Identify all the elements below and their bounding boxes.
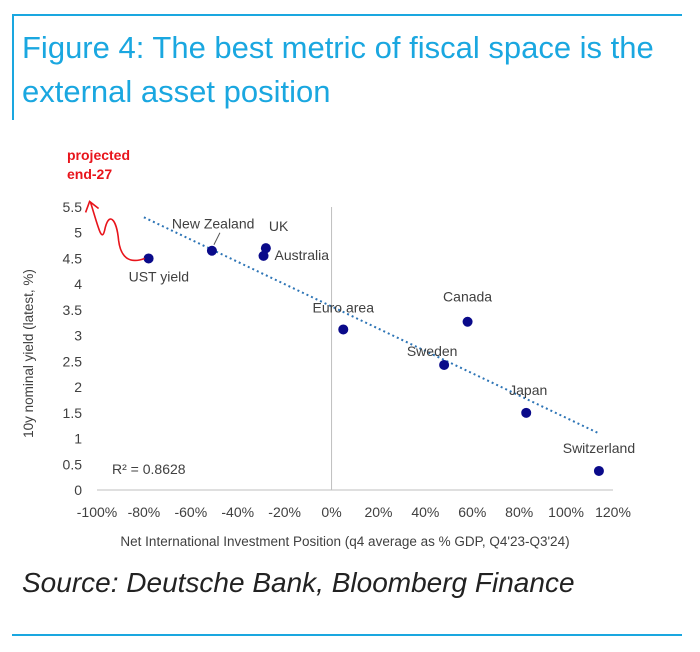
y-tick-label: 1.5 bbox=[63, 405, 83, 421]
y-tick-label: 4.5 bbox=[63, 250, 83, 266]
data-point bbox=[338, 324, 349, 335]
annotations: R² = 0.8628 projected end-27 bbox=[67, 147, 186, 477]
x-tick-label: -40% bbox=[221, 504, 254, 520]
chart-axes: 0 0.5 1 1.5 2 2.5 3 3.5 4 4.5 5 5.5 -100% -80% -60% -40… bbox=[21, 199, 631, 549]
point-label: UST yield bbox=[129, 268, 189, 284]
y-tick-label: 2 bbox=[74, 379, 82, 395]
y-tick-label: 3 bbox=[74, 328, 82, 344]
projection-label-line: end-27 bbox=[67, 166, 112, 182]
point-label: Australia bbox=[275, 247, 330, 263]
y-tick-label: 3.5 bbox=[63, 302, 83, 318]
y-tick-label: 5.5 bbox=[63, 199, 83, 215]
x-tick-label: -80% bbox=[128, 504, 161, 520]
data-point bbox=[206, 245, 217, 256]
data-point bbox=[260, 243, 271, 254]
y-tick-label: 5 bbox=[74, 225, 82, 241]
point-label: Switzerland bbox=[563, 440, 635, 456]
point-label: Sweden bbox=[407, 343, 458, 359]
projection-label: projected end-27 bbox=[67, 147, 130, 182]
x-tick-label: 0% bbox=[321, 504, 341, 520]
y-tick-label: 4 bbox=[74, 276, 82, 292]
projection-arrowhead bbox=[84, 200, 100, 213]
data-point bbox=[143, 253, 154, 264]
y-tick-label: 0.5 bbox=[63, 456, 83, 472]
x-tick-label: -60% bbox=[174, 504, 207, 520]
frame-left-rule bbox=[12, 14, 14, 120]
x-tick-label: 20% bbox=[364, 504, 392, 520]
y-tick-label: 1 bbox=[74, 431, 82, 447]
y-tick-label: 0 bbox=[74, 482, 82, 498]
data-points bbox=[143, 243, 604, 476]
y-axis-title: 10y nominal yield (latest, %) bbox=[21, 269, 36, 438]
point-label: Canada bbox=[443, 289, 492, 305]
point-label: Japan bbox=[509, 382, 547, 398]
figure-source: Source: Deutsche Bank, Bloomberg Finance bbox=[22, 567, 575, 598]
x-tick-label: 120% bbox=[595, 504, 631, 520]
x-tick-label: -100% bbox=[77, 504, 117, 520]
figure-title: Figure 4: The best metric of fiscal spac… bbox=[22, 30, 654, 109]
x-tick-label: -20% bbox=[268, 504, 301, 520]
projection-label-line: projected bbox=[67, 147, 130, 163]
point-label: Euro area bbox=[313, 299, 375, 315]
data-point bbox=[521, 407, 532, 418]
data-point bbox=[439, 359, 450, 370]
y-tick-label: 2.5 bbox=[63, 353, 83, 369]
frame-bottom-rule bbox=[12, 634, 682, 636]
trendline-group bbox=[143, 216, 600, 435]
scatter-chart: 0 0.5 1 1.5 2 2.5 3 3.5 4 4.5 5 5.5 -100% -80% -60% -40… bbox=[21, 147, 636, 549]
data-point bbox=[462, 316, 473, 327]
x-tick-label: 40% bbox=[411, 504, 439, 520]
point-labels: UST yield New Zealand UK Australia Euro area… bbox=[129, 216, 636, 456]
r-squared-label: R² = 0.8628 bbox=[112, 461, 186, 477]
x-tick-label: 80% bbox=[505, 504, 533, 520]
x-tick-label: 60% bbox=[458, 504, 486, 520]
data-point bbox=[258, 250, 269, 261]
projection-squiggle bbox=[89, 202, 145, 262]
point-label: UK bbox=[269, 218, 289, 234]
label-leader-line bbox=[213, 232, 221, 245]
frame-top-rule bbox=[12, 14, 682, 16]
x-tick-label: 100% bbox=[548, 504, 584, 520]
x-axis-title: Net International Investment Position (q… bbox=[120, 534, 569, 549]
data-point bbox=[593, 465, 604, 476]
trendline bbox=[143, 216, 600, 435]
point-label: New Zealand bbox=[172, 216, 255, 232]
